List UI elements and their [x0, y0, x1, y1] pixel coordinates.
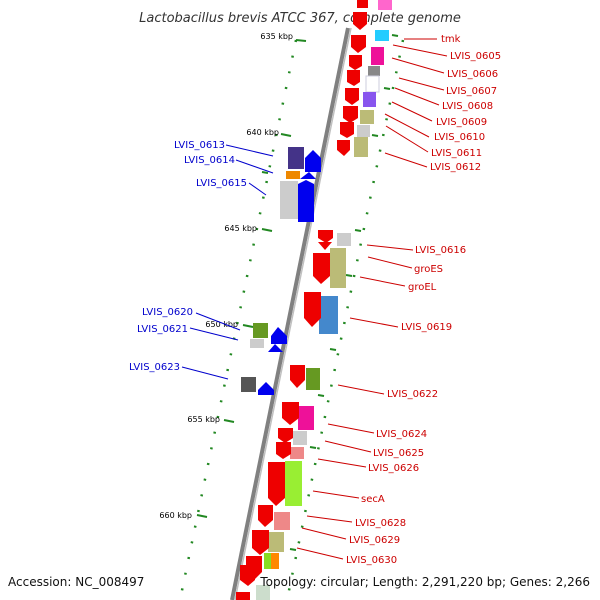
gene-block	[337, 233, 351, 246]
gene-label-tmk[interactable]: tmk	[441, 34, 461, 45]
gene-block	[368, 66, 380, 76]
gene-block	[288, 147, 304, 169]
gene-label-LVIS_0612[interactable]: LVIS_0612	[430, 162, 481, 173]
scale-label-650: 650 kbp	[205, 320, 238, 329]
gene-block	[250, 339, 264, 348]
gene-block	[274, 512, 290, 530]
gene-block	[290, 447, 304, 459]
gene-label-LVIS_0615[interactable]: LVIS_0615	[196, 178, 247, 189]
gene-block	[268, 532, 284, 552]
gene-block	[264, 553, 272, 569]
minor-ticks	[261, 34, 399, 551]
gene-block	[241, 377, 256, 392]
right-labels: tmk LVIS_0605 LVIS_0606 LVIS_0607 LVIS_0…	[296, 34, 501, 566]
gene-block	[271, 553, 279, 569]
gene-block	[256, 585, 270, 600]
gene-label-LVIS_0625[interactable]: LVIS_0625	[373, 448, 424, 459]
scale-label-645: 645 kbp	[224, 224, 257, 233]
gene-label-LVIS_0613[interactable]: LVIS_0613	[174, 140, 225, 151]
accession-text: Accession: NC_008497	[8, 575, 144, 589]
gene-block	[285, 461, 302, 506]
reverse-strand-features	[241, 147, 321, 395]
gene-block	[280, 181, 298, 219]
gene-label-groEL[interactable]: groEL	[408, 282, 437, 293]
scale-label-640: 640 kbp	[246, 128, 279, 137]
gene-label-secA[interactable]: secA	[361, 494, 385, 505]
gene-label-LVIS_0607[interactable]: LVIS_0607	[446, 86, 497, 97]
genome-backbone	[230, 27, 352, 600]
gene-label-LVIS_0630[interactable]: LVIS_0630	[346, 555, 397, 566]
gene-label-groES[interactable]: groES	[414, 264, 443, 275]
scale-labels: 635 kbp 640 kbp 645 kbp 650 kbp 655 kbp …	[159, 32, 293, 520]
map-title: Lactobacillus brevis ATCC 367, complete …	[139, 11, 461, 26]
gene-block	[375, 30, 389, 41]
gene-label-LVIS_0624[interactable]: LVIS_0624	[376, 429, 427, 440]
scale-label-660: 660 kbp	[159, 511, 192, 520]
gene-block	[371, 47, 384, 65]
gene-block	[306, 368, 320, 390]
gene-label-LVIS_0609[interactable]: LVIS_0609	[436, 117, 487, 128]
gene-label-LVIS_0616[interactable]: LVIS_0616	[415, 245, 466, 256]
scale-ticks	[196, 39, 307, 518]
gene-label-LVIS_0629[interactable]: LVIS_0629	[349, 535, 400, 546]
gene-label-LVIS_0622[interactable]: LVIS_0622	[387, 389, 438, 400]
gene-label-LVIS_0610[interactable]: LVIS_0610	[434, 132, 485, 143]
topology-text: Topology: circular; Length: 2,291,220 bp…	[259, 575, 590, 589]
gene-block	[286, 171, 300, 179]
gene-block	[360, 110, 374, 124]
left-labels: LVIS_0613 LVIS_0614 LVIS_0615 LVIS_0620 …	[129, 140, 274, 380]
gene-block	[293, 431, 307, 445]
forward-strand-features	[236, 0, 392, 600]
gene-label-LVIS_0619[interactable]: LVIS_0619	[401, 322, 452, 333]
gene-block	[298, 406, 314, 430]
gene-block	[354, 137, 368, 157]
gene-label-LVIS_0608[interactable]: LVIS_0608	[442, 101, 493, 112]
gene-block	[330, 248, 346, 288]
gene-block	[357, 125, 370, 137]
gene-label-LVIS_0621[interactable]: LVIS_0621	[137, 324, 188, 335]
gene-label-LVIS_0628[interactable]: LVIS_0628	[355, 518, 406, 529]
gene-label-LVIS_0611[interactable]: LVIS_0611	[431, 148, 482, 159]
gene-block	[319, 296, 338, 334]
gene-block	[363, 92, 376, 107]
gene-label-LVIS_0605[interactable]: LVIS_0605	[450, 51, 501, 62]
gene-label-LVIS_0623[interactable]: LVIS_0623	[129, 362, 180, 373]
gene-label-LVIS_0614[interactable]: LVIS_0614	[184, 155, 235, 166]
gene-label-LVIS_0626[interactable]: LVIS_0626	[368, 463, 419, 474]
scale-label-655: 655 kbp	[187, 415, 220, 424]
gene-label-LVIS_0606[interactable]: LVIS_0606	[447, 69, 498, 80]
gene-block	[253, 323, 268, 338]
scale-label-635: 635 kbp	[260, 32, 293, 41]
gene-label-LVIS_0620[interactable]: LVIS_0620	[142, 307, 193, 318]
gene-block	[365, 75, 380, 93]
gene-block	[378, 0, 392, 10]
